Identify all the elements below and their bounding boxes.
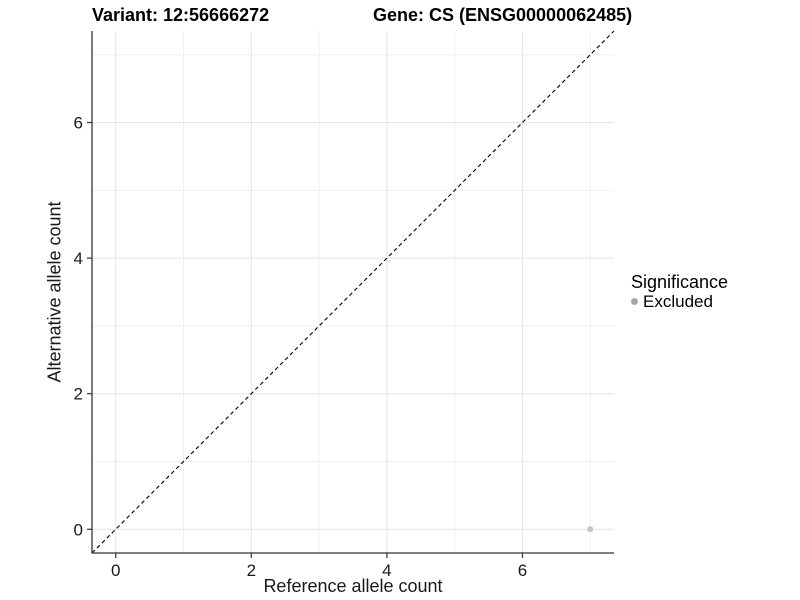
legend-key-dot-icon: [631, 298, 638, 305]
axis-lines: [91, 31, 614, 554]
x-tick-label: 2: [247, 561, 256, 580]
y-tick-label: 0: [74, 520, 83, 539]
x-tick-label: 4: [382, 561, 391, 580]
legend-items: Excluded: [631, 292, 728, 311]
plot-title-variant: Variant: 12:56666272: [92, 5, 270, 25]
data-point-excluded: [587, 526, 594, 533]
y-tick-label: 6: [74, 114, 83, 133]
x-axis-title: Reference allele count: [263, 576, 443, 596]
x-tick-label: 0: [111, 561, 120, 580]
legend-title: Significance: [631, 272, 729, 292]
identity-reference-line: [91, 30, 615, 554]
legend-item: Excluded: [631, 292, 728, 311]
y-axis-title: Alternative allele count: [44, 201, 65, 383]
x-tick-label: 6: [518, 561, 527, 580]
plot-title-gene: Gene: CS (ENSG00000062485): [373, 5, 633, 25]
legend: Significance Excluded: [631, 272, 728, 311]
y-tick-label: 2: [74, 385, 83, 404]
legend-item-label: Excluded: [643, 292, 713, 311]
y-tick-label: 4: [74, 249, 83, 268]
